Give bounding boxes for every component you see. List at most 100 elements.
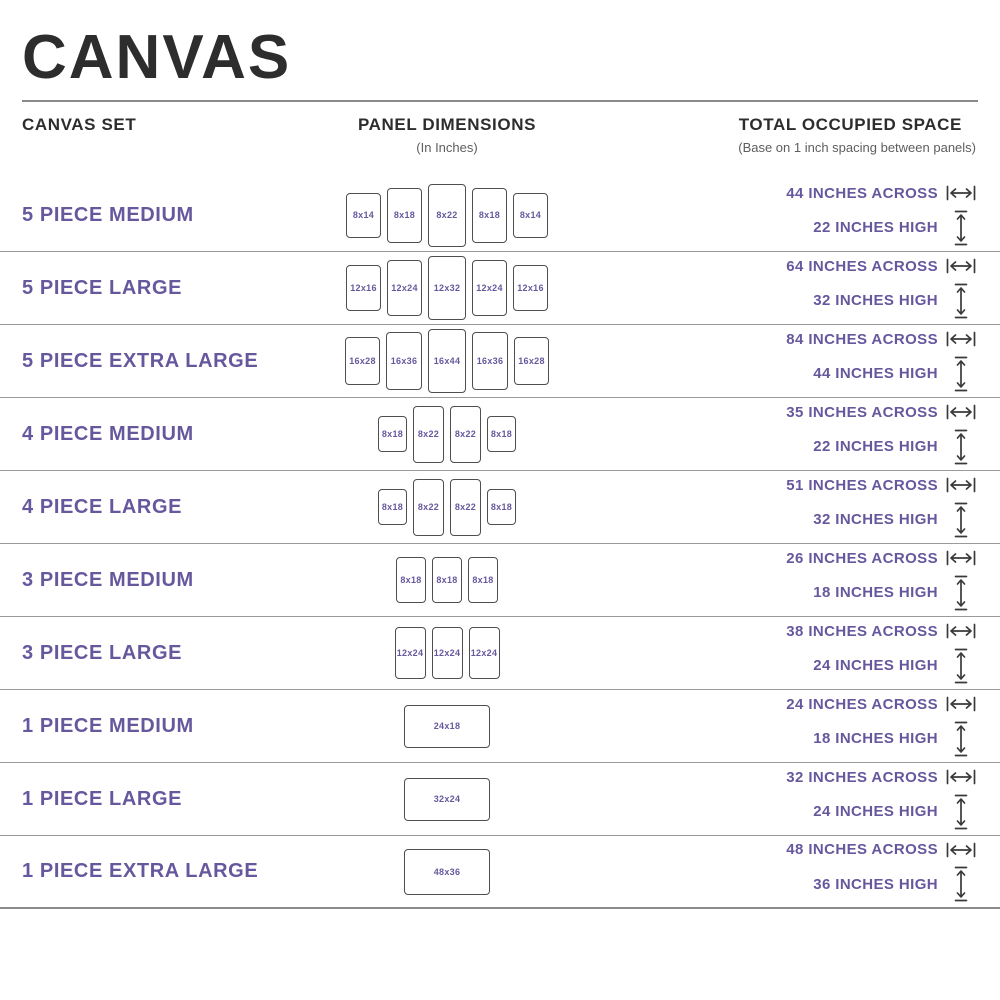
canvas-set-name: 5 PIECE MEDIUM	[22, 203, 194, 226]
high-value: 44 INCHES HIGH	[813, 365, 938, 383]
panel-diagram: 12x16 12x24 12x32 12x24 12x16	[312, 256, 582, 321]
panel-diagram: 16x28 16x36 16x44 16x36 16x28	[312, 329, 582, 394]
vertical-double-arrow-icon	[946, 283, 976, 319]
high-value: 24 INCHES HIGH	[813, 657, 938, 675]
across-value: 24 INCHES ACROSS	[786, 695, 938, 713]
horizontal-double-arrow-icon	[946, 331, 976, 347]
occupied-space: 32 INCHES ACROSS 24 INCHES HIGH	[582, 769, 976, 830]
canvas-set-name: 3 PIECE MEDIUM	[22, 568, 194, 591]
header-canvas-set: CANVAS SET	[22, 115, 312, 155]
header-rule	[22, 100, 978, 103]
across-line: 51 INCHES ACROSS	[786, 477, 976, 494]
vertical-double-arrow-icon	[946, 794, 976, 830]
panel-diagram: 8x14 8x18 8x22 8x18 8x14	[312, 183, 582, 247]
table-row: 3 PIECE MEDIUM 8x18 8x18 8x18 26 INCHES AC…	[0, 544, 1000, 618]
occupied-space: 51 INCHES ACROSS 32 INCHES HIGH	[582, 477, 976, 538]
panel-box: 12x24	[394, 627, 426, 680]
vertical-double-arrow-icon	[946, 575, 976, 611]
panel-box: 8x18	[432, 557, 462, 604]
high-line: 18 INCHES HIGH	[813, 575, 976, 611]
panel-box: 12x24	[472, 260, 507, 317]
header-panel-dimensions: PANEL DIMENSIONS (In Inches)	[312, 115, 582, 155]
panel-box: 8x14	[346, 192, 381, 238]
canvas-set-name: 5 PIECE LARGE	[22, 276, 183, 299]
across-value: 48 INCHES ACROSS	[786, 841, 938, 859]
vertical-double-arrow-icon	[946, 648, 976, 684]
across-line: 35 INCHES ACROSS	[786, 404, 976, 421]
high-value: 18 INCHES HIGH	[813, 730, 938, 748]
high-value: 18 INCHES HIGH	[813, 584, 938, 602]
panel-box: 8x18	[487, 416, 516, 453]
header-panel-dimensions-label: PANEL DIMENSIONS	[357, 115, 537, 135]
across-value: 35 INCHES ACROSS	[786, 403, 938, 421]
across-value: 51 INCHES ACROSS	[786, 476, 938, 494]
panel-box: 12x24	[387, 260, 422, 317]
occupied-space: 84 INCHES ACROSS 44 INCHES HIGH	[582, 331, 976, 392]
panel-box: 16x28	[514, 337, 549, 386]
header-panel-dimensions-subtext: (In Inches)	[416, 140, 478, 156]
horizontal-double-arrow-icon	[946, 404, 976, 420]
panel-box: 16x44	[428, 329, 466, 394]
across-line: 84 INCHES ACROSS	[786, 331, 976, 348]
high-value: 36 INCHES HIGH	[813, 875, 938, 893]
panel-box: 16x36	[386, 332, 422, 391]
vertical-double-arrow-icon	[946, 502, 976, 538]
high-line: 24 INCHES HIGH	[813, 648, 976, 684]
table-row: 5 PIECE EXTRA LARGE 16x28 16x36 16x44 16x36…	[0, 325, 1000, 399]
canvas-set-name: 1 PIECE EXTRA LARGE	[22, 860, 259, 883]
panel-box: 8x22	[450, 478, 481, 536]
panel-box: 12x16	[513, 265, 548, 312]
high-value: 24 INCHES HIGH	[813, 803, 938, 821]
high-line: 36 INCHES HIGH	[813, 866, 976, 902]
high-line: 22 INCHES HIGH	[813, 210, 976, 246]
panel-box: 12x16	[346, 265, 381, 312]
occupied-space: 44 INCHES ACROSS 22 INCHES HIGH	[582, 185, 976, 246]
header-total-occupied-space-label: TOTAL OCCUPIED SPACE	[738, 115, 962, 135]
horizontal-double-arrow-icon	[946, 769, 976, 785]
across-line: 38 INCHES ACROSS	[786, 623, 976, 640]
across-value: 84 INCHES ACROSS	[786, 330, 938, 348]
across-value: 38 INCHES ACROSS	[786, 622, 938, 640]
horizontal-double-arrow-icon	[946, 842, 976, 858]
panel-box: 16x36	[472, 332, 508, 391]
header-total-occupied-space: TOTAL OCCUPIED SPACE (Base on 1 inch spa…	[582, 115, 976, 155]
vertical-double-arrow-icon	[946, 866, 976, 902]
high-value: 32 INCHES HIGH	[813, 292, 938, 310]
table-header: CANVAS SET PANEL DIMENSIONS (In Inches) …	[0, 102, 1000, 155]
panel-box: 48x36	[404, 848, 490, 895]
horizontal-double-arrow-icon	[946, 623, 976, 639]
panel-box: 8x18	[387, 187, 422, 243]
high-value: 32 INCHES HIGH	[813, 511, 938, 529]
table-row: 3 PIECE LARGE 12x24 12x24 12x24 38 INCHES …	[0, 617, 1000, 691]
canvas-set-name: 4 PIECE LARGE	[22, 495, 183, 518]
panel-box: 8x22	[413, 478, 444, 536]
across-value: 26 INCHES ACROSS	[786, 549, 938, 567]
panel-box: 8x18	[378, 489, 407, 526]
vertical-double-arrow-icon	[946, 721, 976, 757]
horizontal-double-arrow-icon	[946, 696, 976, 712]
high-line: 44 INCHES HIGH	[813, 356, 976, 392]
panel-box: 12x24	[431, 627, 463, 680]
header-canvas-set-label: CANVAS SET	[22, 115, 137, 135]
across-line: 26 INCHES ACROSS	[786, 550, 976, 567]
table-body: 5 PIECE MEDIUM 8x14 8x18 8x22 8x18 8x14 44 I…	[0, 179, 1000, 910]
occupied-space: 64 INCHES ACROSS 32 INCHES HIGH	[582, 258, 976, 319]
canvas-set-name: 3 PIECE LARGE	[22, 641, 183, 664]
across-value: 32 INCHES ACROSS	[786, 768, 938, 786]
occupied-space: 48 INCHES ACROSS 36 INCHES HIGH	[582, 841, 976, 902]
across-value: 64 INCHES ACROSS	[786, 257, 938, 275]
high-value: 22 INCHES HIGH	[813, 438, 938, 456]
canvas-set-name: 5 PIECE EXTRA LARGE	[22, 349, 259, 372]
panel-diagram: 48x36	[312, 848, 582, 895]
panel-box: 32x24	[404, 777, 490, 821]
page-title: CANVAS	[22, 23, 292, 92]
horizontal-double-arrow-icon	[946, 477, 976, 493]
high-line: 18 INCHES HIGH	[813, 721, 976, 757]
table-row: 5 PIECE LARGE 12x16 12x24 12x32 12x24 12x16 …	[0, 252, 1000, 326]
vertical-double-arrow-icon	[946, 429, 976, 465]
panel-box: 8x14	[513, 192, 548, 238]
horizontal-double-arrow-icon	[946, 185, 976, 201]
panel-box: 12x32	[428, 256, 466, 321]
high-line: 32 INCHES HIGH	[813, 502, 976, 538]
